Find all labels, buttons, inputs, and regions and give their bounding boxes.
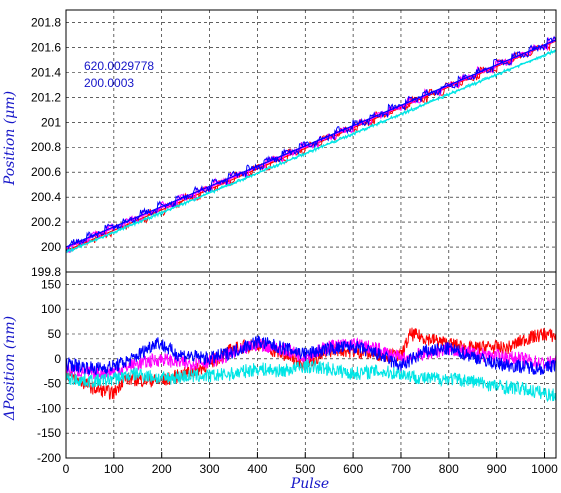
bottom-y-tick-label: -50 (44, 377, 62, 391)
top-panel-frame (65, 9, 557, 273)
top-y-tick-label: 200 (41, 240, 61, 254)
plot-frame (65, 9, 557, 459)
top-y-tick-label: 200.6 (31, 165, 61, 179)
x-tick-label: 300 (200, 462, 220, 476)
x-tick-label: 1000 (531, 462, 558, 476)
grid (65, 10, 556, 458)
x-tick-label: 400 (247, 462, 267, 476)
top-panel-series (66, 35, 556, 254)
bottom-series-trace (66, 359, 556, 403)
x-axis-label: Pulse (290, 476, 329, 492)
top-y-axis-label: Position (μm) (2, 91, 18, 186)
x-tick-label: 200 (152, 462, 172, 476)
top-y-tick-label: 201 (41, 115, 61, 129)
annotation-1: 620.0029778 (84, 59, 154, 73)
bottom-y-tick-label: -150 (37, 426, 61, 440)
x-tick-label: 600 (343, 462, 363, 476)
top-y-tick-label: 201.8 (31, 15, 61, 29)
series-layer (66, 35, 556, 403)
top-series-fit (66, 39, 556, 248)
top-y-tick-label: 201.2 (31, 90, 61, 104)
top-y-tick-label: 199.8 (31, 265, 61, 279)
bottom-panel-frame (65, 271, 557, 459)
bottom-y-tick-label: -200 (37, 451, 61, 465)
top-y-tick-label: 200.4 (31, 190, 61, 204)
top-y-tick-label: 200.2 (31, 215, 61, 229)
x-tick-label: 100 (104, 462, 124, 476)
x-tick-label: 500 (295, 462, 315, 476)
x-tick-label: 700 (391, 462, 411, 476)
x-tick-label: 900 (487, 462, 507, 476)
bottom-series-trace (66, 335, 556, 376)
bottom-y-tick-label: 100 (41, 302, 61, 316)
x-tick-label: 0 (63, 462, 70, 476)
annotation-2: 200.0003 (84, 76, 134, 90)
bottom-y-tick-label: -100 (37, 401, 61, 415)
bottom-panel-series (66, 327, 556, 403)
bottom-y-tick-label: 50 (48, 327, 62, 341)
bottom-y-tick-label: 0 (54, 352, 61, 366)
top-y-tick-label: 201.4 (31, 65, 61, 79)
top-y-tick-label: 200.8 (31, 140, 61, 154)
bottom-series-trace (66, 337, 556, 381)
bottom-y-tick-label: 150 (41, 277, 61, 291)
bottom-y-axis-label: ΔPosition (nm) (2, 316, 18, 421)
top-series-trace (66, 48, 556, 254)
tick-labels: 0 100 200 300 400 500 600 700 800 900 1000199.8200… (31, 15, 558, 476)
top-series-fit (66, 49, 556, 253)
x-tick-label: 800 (439, 462, 459, 476)
top-y-tick-label: 201.6 (31, 40, 61, 54)
